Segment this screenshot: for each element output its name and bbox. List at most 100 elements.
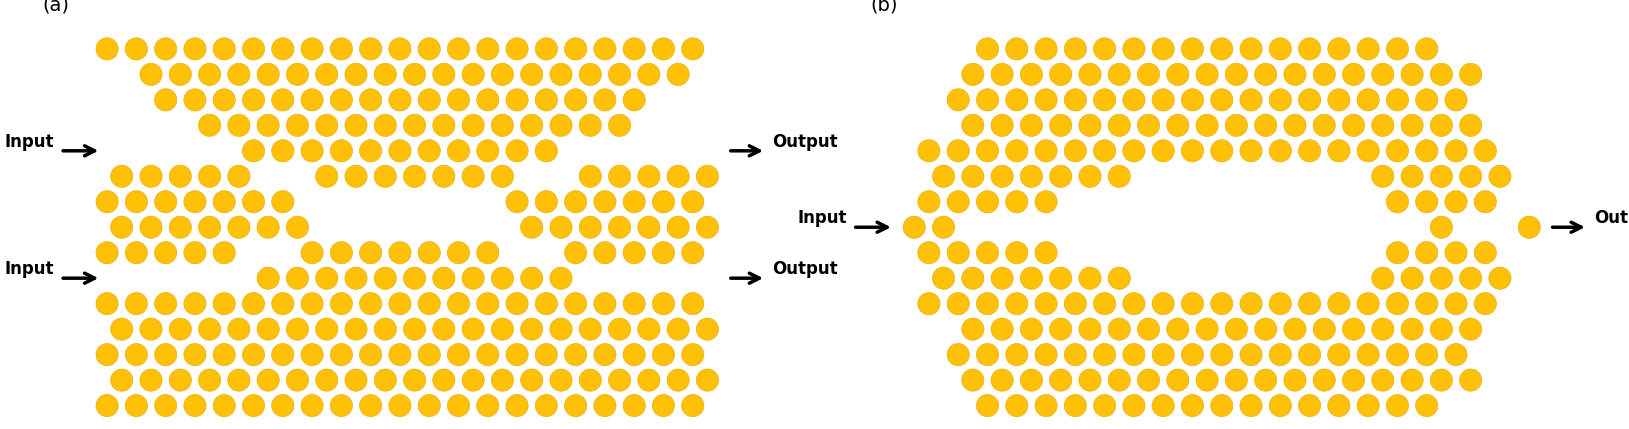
Circle shape <box>1181 344 1204 366</box>
Circle shape <box>492 369 513 391</box>
Circle shape <box>96 293 119 315</box>
Circle shape <box>1298 140 1321 162</box>
Circle shape <box>125 242 148 264</box>
Circle shape <box>1078 165 1101 187</box>
Circle shape <box>946 89 969 111</box>
Circle shape <box>360 344 381 366</box>
Circle shape <box>213 38 235 60</box>
Circle shape <box>666 369 689 391</box>
Circle shape <box>536 394 557 417</box>
Circle shape <box>565 293 586 315</box>
Circle shape <box>637 369 660 391</box>
Circle shape <box>433 114 454 136</box>
Circle shape <box>1078 63 1101 85</box>
Circle shape <box>536 89 557 111</box>
Circle shape <box>1005 344 1028 366</box>
Circle shape <box>1108 63 1131 85</box>
Circle shape <box>652 344 674 366</box>
Circle shape <box>169 63 192 85</box>
Circle shape <box>125 344 148 366</box>
Circle shape <box>536 190 557 213</box>
Circle shape <box>169 165 192 187</box>
Circle shape <box>681 394 704 417</box>
Circle shape <box>507 394 528 417</box>
Circle shape <box>331 394 352 417</box>
Circle shape <box>902 216 925 239</box>
Circle shape <box>521 369 542 391</box>
Circle shape <box>1518 216 1541 239</box>
Circle shape <box>1034 394 1057 417</box>
Circle shape <box>1108 114 1131 136</box>
Circle shape <box>389 344 411 366</box>
Circle shape <box>1034 140 1057 162</box>
Circle shape <box>681 190 704 213</box>
Circle shape <box>1284 63 1306 85</box>
Circle shape <box>608 216 630 239</box>
Circle shape <box>1342 63 1365 85</box>
Circle shape <box>1078 114 1101 136</box>
Circle shape <box>1093 293 1116 315</box>
Circle shape <box>622 344 645 366</box>
Circle shape <box>1386 344 1409 366</box>
Circle shape <box>1298 394 1321 417</box>
Circle shape <box>1401 369 1424 391</box>
Circle shape <box>1064 89 1087 111</box>
Circle shape <box>946 242 969 264</box>
Circle shape <box>389 140 411 162</box>
Circle shape <box>419 344 440 366</box>
Circle shape <box>213 293 235 315</box>
Circle shape <box>1137 318 1160 340</box>
Circle shape <box>1474 140 1497 162</box>
Circle shape <box>1108 165 1131 187</box>
Circle shape <box>1401 114 1424 136</box>
Circle shape <box>1093 394 1116 417</box>
Circle shape <box>155 293 178 315</box>
Circle shape <box>976 394 999 417</box>
Circle shape <box>536 140 557 162</box>
Circle shape <box>125 293 148 315</box>
Circle shape <box>608 114 630 136</box>
Circle shape <box>1240 293 1262 315</box>
Circle shape <box>946 344 969 366</box>
Circle shape <box>1416 344 1438 366</box>
Circle shape <box>111 165 134 187</box>
Circle shape <box>1416 394 1438 417</box>
Circle shape <box>1254 114 1277 136</box>
Circle shape <box>1430 267 1453 289</box>
Circle shape <box>433 267 454 289</box>
Circle shape <box>1445 190 1468 213</box>
Circle shape <box>433 165 454 187</box>
Circle shape <box>1064 344 1087 366</box>
Circle shape <box>1474 190 1497 213</box>
Circle shape <box>1122 293 1145 315</box>
Circle shape <box>463 267 484 289</box>
Circle shape <box>622 38 645 60</box>
Circle shape <box>1034 293 1057 315</box>
Circle shape <box>1489 267 1512 289</box>
Circle shape <box>228 369 249 391</box>
Circle shape <box>360 38 381 60</box>
Circle shape <box>1430 318 1453 340</box>
Circle shape <box>1372 114 1394 136</box>
Circle shape <box>565 190 586 213</box>
Circle shape <box>213 394 235 417</box>
Circle shape <box>696 369 718 391</box>
Text: Input: Input <box>798 209 847 227</box>
Circle shape <box>551 63 572 85</box>
Circle shape <box>1166 318 1189 340</box>
Circle shape <box>111 216 134 239</box>
Circle shape <box>666 318 689 340</box>
Circle shape <box>961 63 984 85</box>
Circle shape <box>199 216 220 239</box>
Circle shape <box>1152 344 1175 366</box>
Circle shape <box>477 38 498 60</box>
Circle shape <box>1196 63 1218 85</box>
Circle shape <box>448 140 469 162</box>
Circle shape <box>345 114 367 136</box>
Text: (a): (a) <box>42 0 70 15</box>
Circle shape <box>917 242 940 264</box>
Circle shape <box>213 89 235 111</box>
Circle shape <box>1430 63 1453 85</box>
Circle shape <box>1284 114 1306 136</box>
Circle shape <box>1401 318 1424 340</box>
